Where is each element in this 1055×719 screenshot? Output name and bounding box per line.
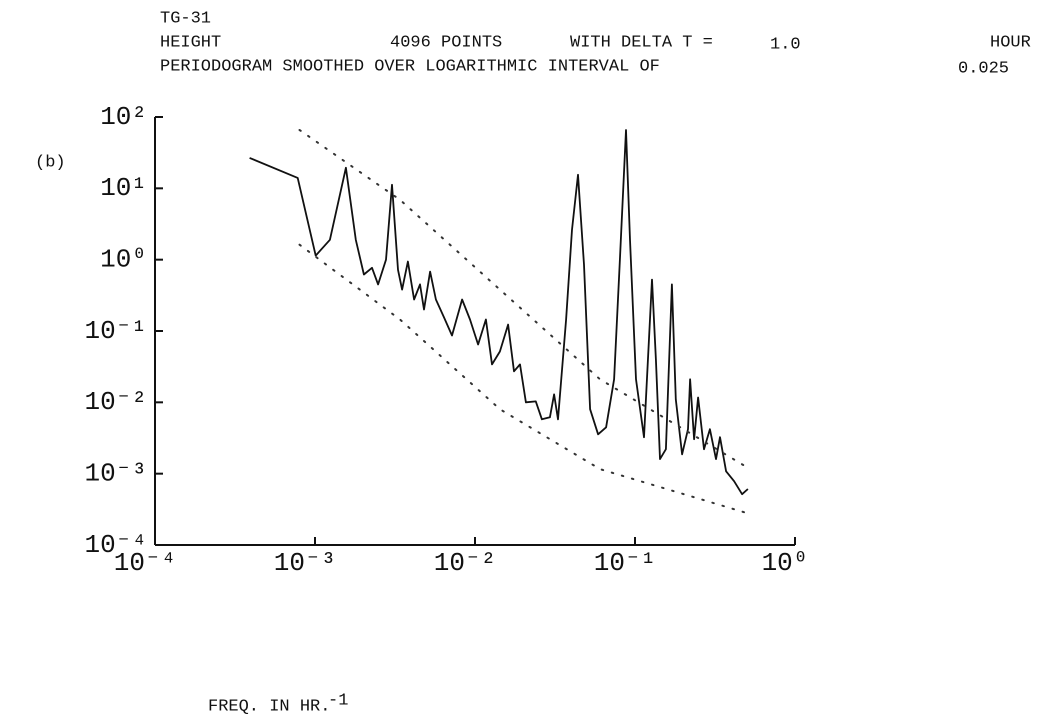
header-variable: HEIGHT: [160, 33, 221, 52]
y-tick-label: 10⁻¹: [85, 316, 147, 346]
x-tick-label: 10⁻⁴: [114, 548, 176, 578]
y-tick-label: 10⁻³: [85, 459, 147, 489]
x-tick-label: 10⁻³: [274, 548, 336, 578]
confidence-line: [298, 243, 752, 515]
x-tick-label: 10⁻¹: [594, 548, 656, 578]
y-tick-label: 10⁻⁴: [85, 530, 147, 560]
spectrum-line: [249, 129, 749, 496]
y-tick-label: 10¹: [100, 173, 147, 203]
header-smoothing-value: 0.025: [958, 59, 1009, 78]
x-tick-label: 10⁰: [762, 548, 809, 578]
confidence-line: [298, 129, 752, 471]
x-axis-label-exponent: -1: [328, 691, 348, 710]
panel-label: (b): [35, 153, 66, 172]
header-delta-unit: HOUR: [990, 33, 1031, 52]
y-tick-label: 10⁰: [100, 245, 147, 275]
y-tick-label: 10⁻²: [85, 387, 147, 417]
x-tick-label: 10⁻²: [434, 548, 496, 578]
x-axis-label: FREQ. IN HR.: [208, 697, 330, 716]
header-id: TG-31: [160, 9, 211, 28]
header-delta-value: 1.0: [770, 35, 801, 54]
header-delta-label: WITH DELTA T =: [570, 33, 713, 52]
header-points: 4096 POINTS: [390, 33, 502, 52]
y-tick-label: 10²: [100, 102, 147, 132]
header-smoothing: PERIODOGRAM SMOOTHED OVER LOGARITHMIC IN…: [160, 57, 660, 76]
